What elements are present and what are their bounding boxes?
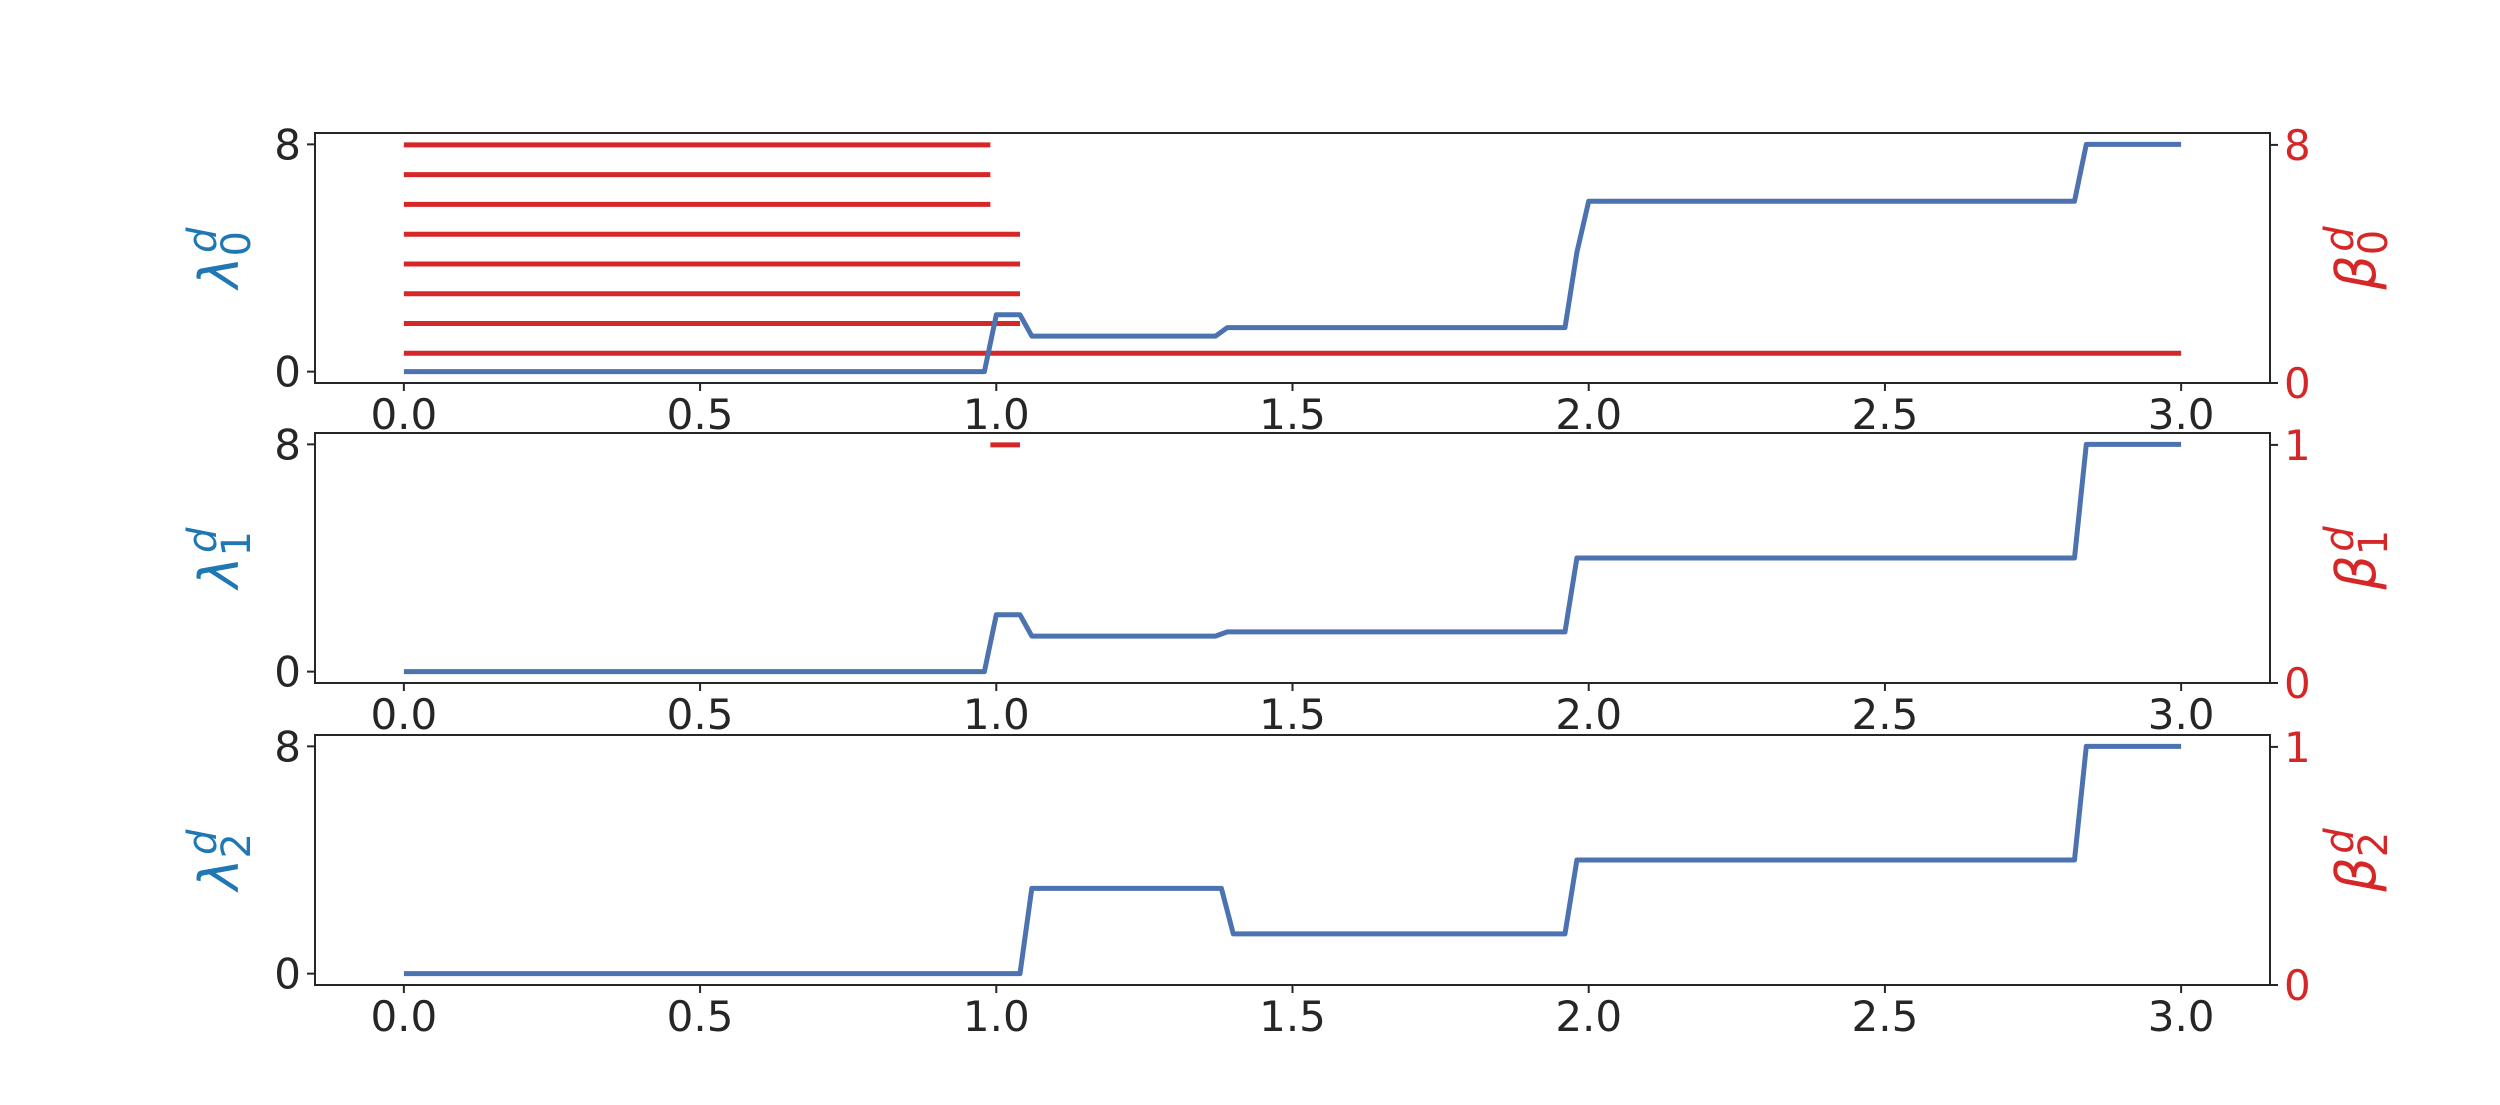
x-tick-label: 2.5 bbox=[1852, 992, 1919, 1041]
x-tick-label: 0.5 bbox=[667, 992, 734, 1041]
y-left-axis-label: λ0d bbox=[180, 227, 260, 291]
y-right-axis-label: β0d bbox=[2317, 226, 2397, 291]
plot-frame bbox=[314, 132, 2271, 384]
y-right-tick-label: 1 bbox=[2284, 723, 2311, 772]
y-left-tick-label: 8 bbox=[274, 120, 301, 169]
landscape-line bbox=[403, 141, 2182, 375]
x-tick-label: 0.0 bbox=[370, 690, 437, 739]
x-tick-label: 0.0 bbox=[370, 390, 437, 439]
y-left-tick-label: 0 bbox=[274, 348, 301, 397]
landscape-line bbox=[403, 743, 2182, 977]
landscape-line bbox=[403, 441, 2182, 675]
x-tick-label: 2.5 bbox=[1852, 690, 1919, 739]
x-tick-label: 2.0 bbox=[1555, 992, 1622, 1041]
panel-0: 0.0 0.5 1.0 1.5 2.0 2.5 3.0 0 8 0 8 λ0d β0d bbox=[180, 120, 2397, 439]
x-tick-label: 2.0 bbox=[1555, 690, 1622, 739]
y-left-tick-label: 8 bbox=[274, 722, 301, 771]
x-tick-label: 2.0 bbox=[1555, 390, 1622, 439]
y-right-axis-label: β1d bbox=[2317, 526, 2397, 591]
x-tick-label: 1.0 bbox=[963, 992, 1030, 1041]
x-tick-label: 0.0 bbox=[370, 992, 437, 1041]
x-tick-label: 1.5 bbox=[1259, 390, 1326, 439]
y-right-axis-label: β2d bbox=[2317, 828, 2397, 893]
x-tick-label: 1.5 bbox=[1259, 992, 1326, 1041]
x-tick-label: 3.0 bbox=[2148, 992, 2215, 1041]
x-tick-label: 3.0 bbox=[2148, 390, 2215, 439]
y-right-tick-label: 1 bbox=[2284, 421, 2311, 470]
panel-2: 0.0 0.5 1.0 1.5 2.0 2.5 3.0 0 8 0 1 λ2d β2d bbox=[180, 722, 2397, 1041]
x-tick-label: 2.5 bbox=[1852, 390, 1919, 439]
x-tick-label: 0.5 bbox=[667, 690, 734, 739]
y-left-axis-label: λ2d bbox=[180, 829, 260, 893]
panel-1: 0.0 0.5 1.0 1.5 2.0 2.5 3.0 0 8 0 1 λ1d β1d bbox=[180, 420, 2397, 739]
x-tick-label: 1.5 bbox=[1259, 690, 1326, 739]
x-tick-label: 1.0 bbox=[963, 690, 1030, 739]
x-tick-label: 0.5 bbox=[667, 390, 734, 439]
y-right-tick-label: 0 bbox=[2284, 359, 2311, 408]
y-left-tick-label: 8 bbox=[274, 420, 301, 469]
y-left-tick-label: 0 bbox=[274, 648, 301, 697]
x-tick-label: 1.0 bbox=[963, 390, 1030, 439]
y-right-tick-label: 0 bbox=[2284, 659, 2311, 708]
y-left-axis-label: λ1d bbox=[180, 527, 260, 591]
y-left-tick-label: 0 bbox=[274, 950, 301, 999]
y-right-tick-label: 8 bbox=[2284, 121, 2311, 170]
y-right-tick-label: 0 bbox=[2284, 961, 2311, 1010]
x-tick-label: 3.0 bbox=[2148, 690, 2215, 739]
